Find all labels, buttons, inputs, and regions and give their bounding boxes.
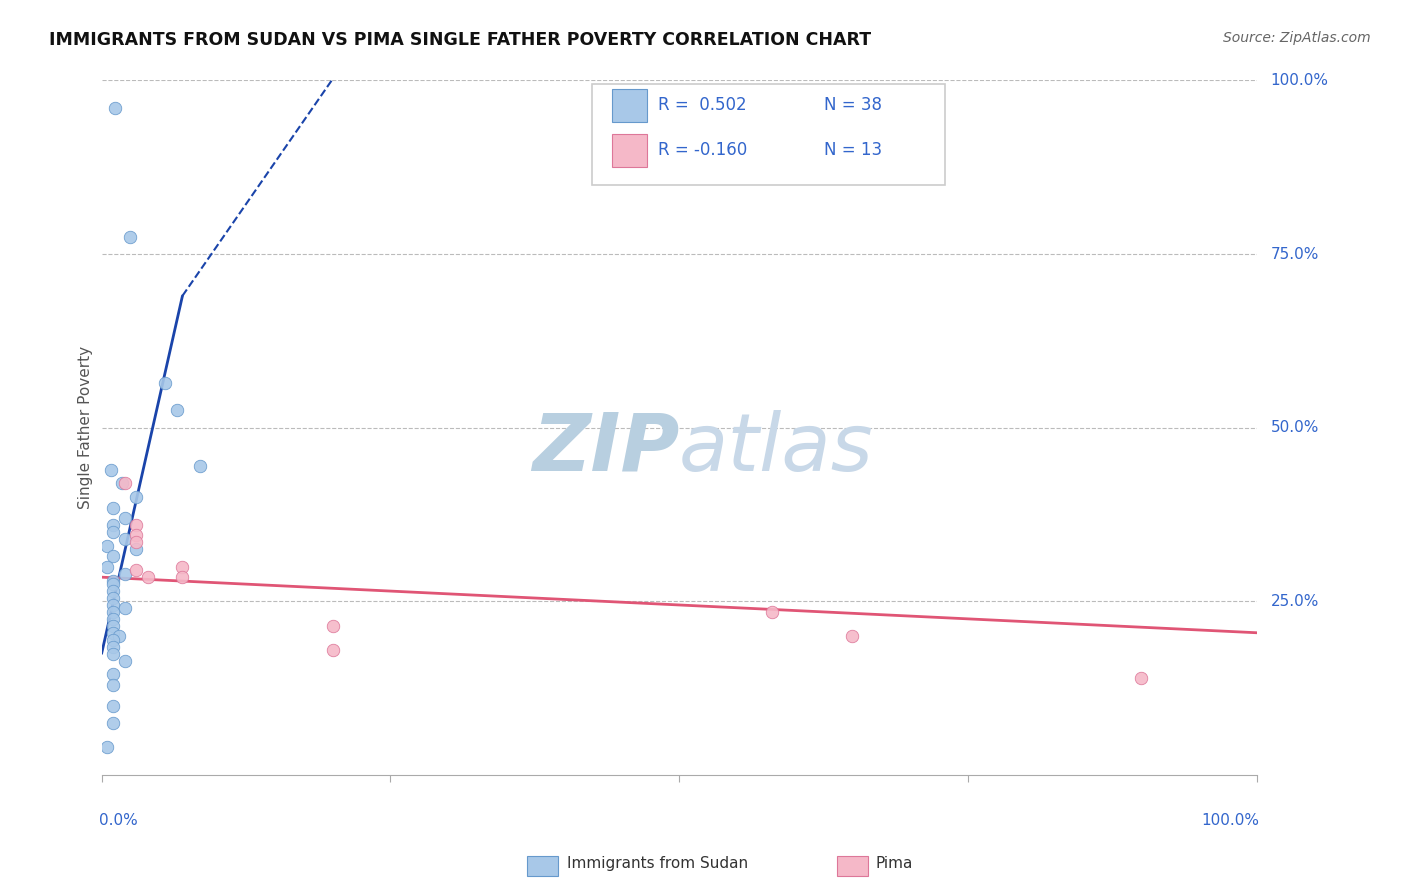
Text: R =  0.502: R = 0.502	[658, 96, 747, 114]
Text: Source: ZipAtlas.com: Source: ZipAtlas.com	[1223, 31, 1371, 45]
Text: 100.0%: 100.0%	[1271, 73, 1329, 88]
Text: 0.0%: 0.0%	[100, 814, 138, 829]
FancyBboxPatch shape	[612, 134, 647, 167]
FancyBboxPatch shape	[592, 84, 945, 185]
Text: IMMIGRANTS FROM SUDAN VS PIMA SINGLE FATHER POVERTY CORRELATION CHART: IMMIGRANTS FROM SUDAN VS PIMA SINGLE FAT…	[49, 31, 872, 49]
FancyBboxPatch shape	[612, 89, 647, 122]
Text: 100.0%: 100.0%	[1201, 814, 1258, 829]
Y-axis label: Single Father Poverty: Single Father Poverty	[79, 346, 93, 509]
Text: N = 13: N = 13	[824, 142, 882, 160]
Text: atlas: atlas	[679, 409, 875, 488]
Text: R = -0.160: R = -0.160	[658, 142, 748, 160]
Text: ZIP: ZIP	[531, 409, 679, 488]
Text: 50.0%: 50.0%	[1271, 420, 1319, 435]
Text: N = 38: N = 38	[824, 96, 882, 114]
Text: 25.0%: 25.0%	[1271, 594, 1319, 609]
Text: 75.0%: 75.0%	[1271, 247, 1319, 261]
Text: Immigrants from Sudan: Immigrants from Sudan	[567, 856, 748, 871]
Text: Pima: Pima	[876, 856, 914, 871]
